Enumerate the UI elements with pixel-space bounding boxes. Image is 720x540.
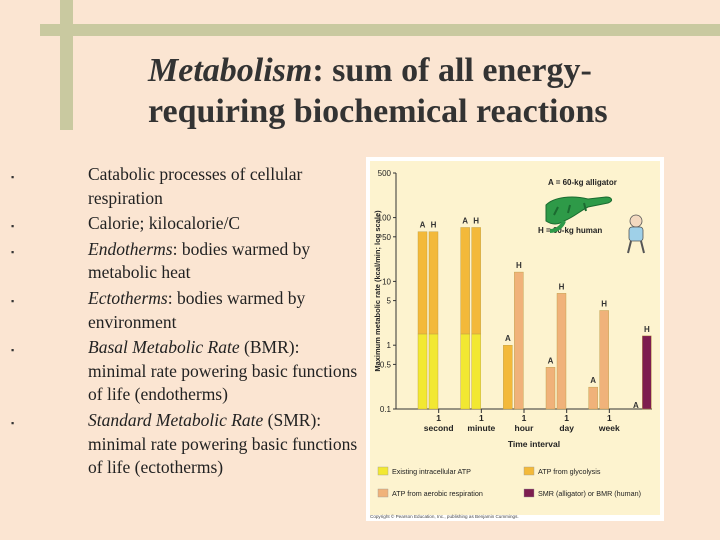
y-axis-label: Maximum metabolic rate (kcal/min; log sc… [373,210,382,372]
legend-label: SMR (alligator) or BMR (human) [538,489,641,498]
bullet-item: ▪ Ectotherms: bodies warmed by environmen… [11,287,360,334]
x-tick-label: week [598,423,620,433]
bar-label: A [548,356,554,365]
bar-segment [417,231,428,335]
bullet-item: ▪ Basal Metabolic Rate (BMR): minimal rat… [11,336,360,407]
bullet-item: ▪ Endotherms: bodies warmed by metabolic … [11,238,360,285]
x-tick-label: second [424,423,454,433]
x-tick-label: day [559,423,574,433]
bar-label: H [644,325,650,334]
bar-label: H [559,282,565,291]
y-tick-label: 0.5 [380,360,392,369]
bar-label: A [505,334,511,343]
bar-segment [428,231,439,335]
bar-segment [545,367,556,410]
bullet-marker: ▪ [11,246,15,257]
legend-swatch [377,488,389,498]
bar-label: H [601,299,607,308]
x-tick-number: 1 [479,413,484,423]
metabolic-rate-figure: 500 100 50 10 5 1 0.5 0.1 Maximum metabolic rate… [366,157,664,521]
bar-label: H [473,216,479,225]
slide-title-rest: : sum of all energy-requiring biochemica… [148,52,608,130]
legend-label: ATP from aerobic respiration [392,489,483,498]
x-tick-label: minute [467,423,495,433]
bar-segment [417,333,428,410]
bar-label: H [516,261,522,270]
bullet-marker: ▪ [11,295,15,306]
human-icon [627,214,645,254]
alligator-icon [545,196,613,233]
legend-area [370,457,660,515]
bullet-marker: ▪ [11,417,15,428]
bar-label: H [431,221,437,230]
slide-title: Metabolism: sum of all energy-requiring … [148,50,708,132]
y-tick-label: 500 [378,169,392,178]
bullet-emphasis: Standard Metabolic Rate [88,409,264,430]
bullet-emphasis: Ectotherms [88,287,168,308]
bullet-marker: ▪ [11,172,15,182]
bullet-text: Calorie; kilocalorie/C [88,213,241,234]
bullet-item: ▪ Catabolic processes of cellular respira… [11,163,360,210]
bullet-emphasis: Endotherms [88,238,173,259]
bullet-text: : bodies warmed by metabolic heat [88,238,311,283]
bar-segment [503,344,513,410]
bar-segment [514,271,524,410]
annotation-alligator: A = 60-kg alligator [548,178,617,187]
x-tick-number: 1 [607,413,612,423]
y-tick-label: 50 [382,233,391,242]
bullet-item: ▪ Standard Metabolic Rate (SMR): minimal … [11,409,360,480]
x-tick-number: 1 [522,413,527,423]
legend-label: Existing intracellular ATP [392,467,471,476]
bar-segment [642,335,652,410]
bullet-text: Catabolic processes of cellular respirat… [88,164,303,208]
bar-segment [588,386,598,410]
bullet-list: ▪ Catabolic processes of cellular respira… [11,163,360,482]
bullet-marker: ▪ [11,221,15,232]
decor-vertical-bar [60,0,73,130]
decor-horizontal-bar [40,24,720,36]
bar-segment [599,310,609,410]
bar-label: A [420,221,426,230]
copyright-credit: Copyright © Pearson Education, Inc., pub… [370,513,519,519]
x-tick-number: 1 [564,413,569,423]
bar-segment [460,333,470,410]
bullet-item: ▪ Calorie; kilocalorie/C [11,212,360,236]
bullet-emphasis: Basal Metabolic Rate [88,337,240,358]
annotation-human: H = 60-kg human [538,226,602,235]
legend-swatch [377,466,389,476]
legend-swatch [523,466,535,476]
bullet-text: (BMR): minimal rate powering basic funct… [88,337,358,405]
bar-segment [471,333,481,410]
x-axis-label: Time interval [508,439,560,449]
bar-segment [428,333,439,410]
legend-label: ATP from glycolysis [538,467,601,476]
bar-label: A [633,401,639,410]
legend-swatch [523,488,535,498]
y-tick-label: 5 [387,297,392,306]
metabolic-rate-chart: 500 100 50 10 5 1 0.5 0.1 Maximum metabolic rate… [370,161,660,519]
bar-segment [556,293,567,410]
slide-title-emphasis: Metabolism [148,52,313,89]
bar-label: A [590,376,596,385]
bar-segment [471,227,481,335]
bullet-text: : bodies warmed by environment [88,287,306,332]
y-tick-label: 0.1 [380,405,392,414]
x-tick-label: hour [515,423,535,433]
x-tick-number: 1 [436,413,441,423]
bullet-text: (SMR): minimal rate powering basic funct… [88,409,358,478]
bar-label: A [462,216,468,225]
y-tick-label: 100 [378,214,392,223]
bar-segment [460,227,470,335]
bullet-marker: ▪ [11,345,15,356]
y-tick-label: 1 [387,341,392,350]
y-tick-label: 10 [382,277,391,286]
